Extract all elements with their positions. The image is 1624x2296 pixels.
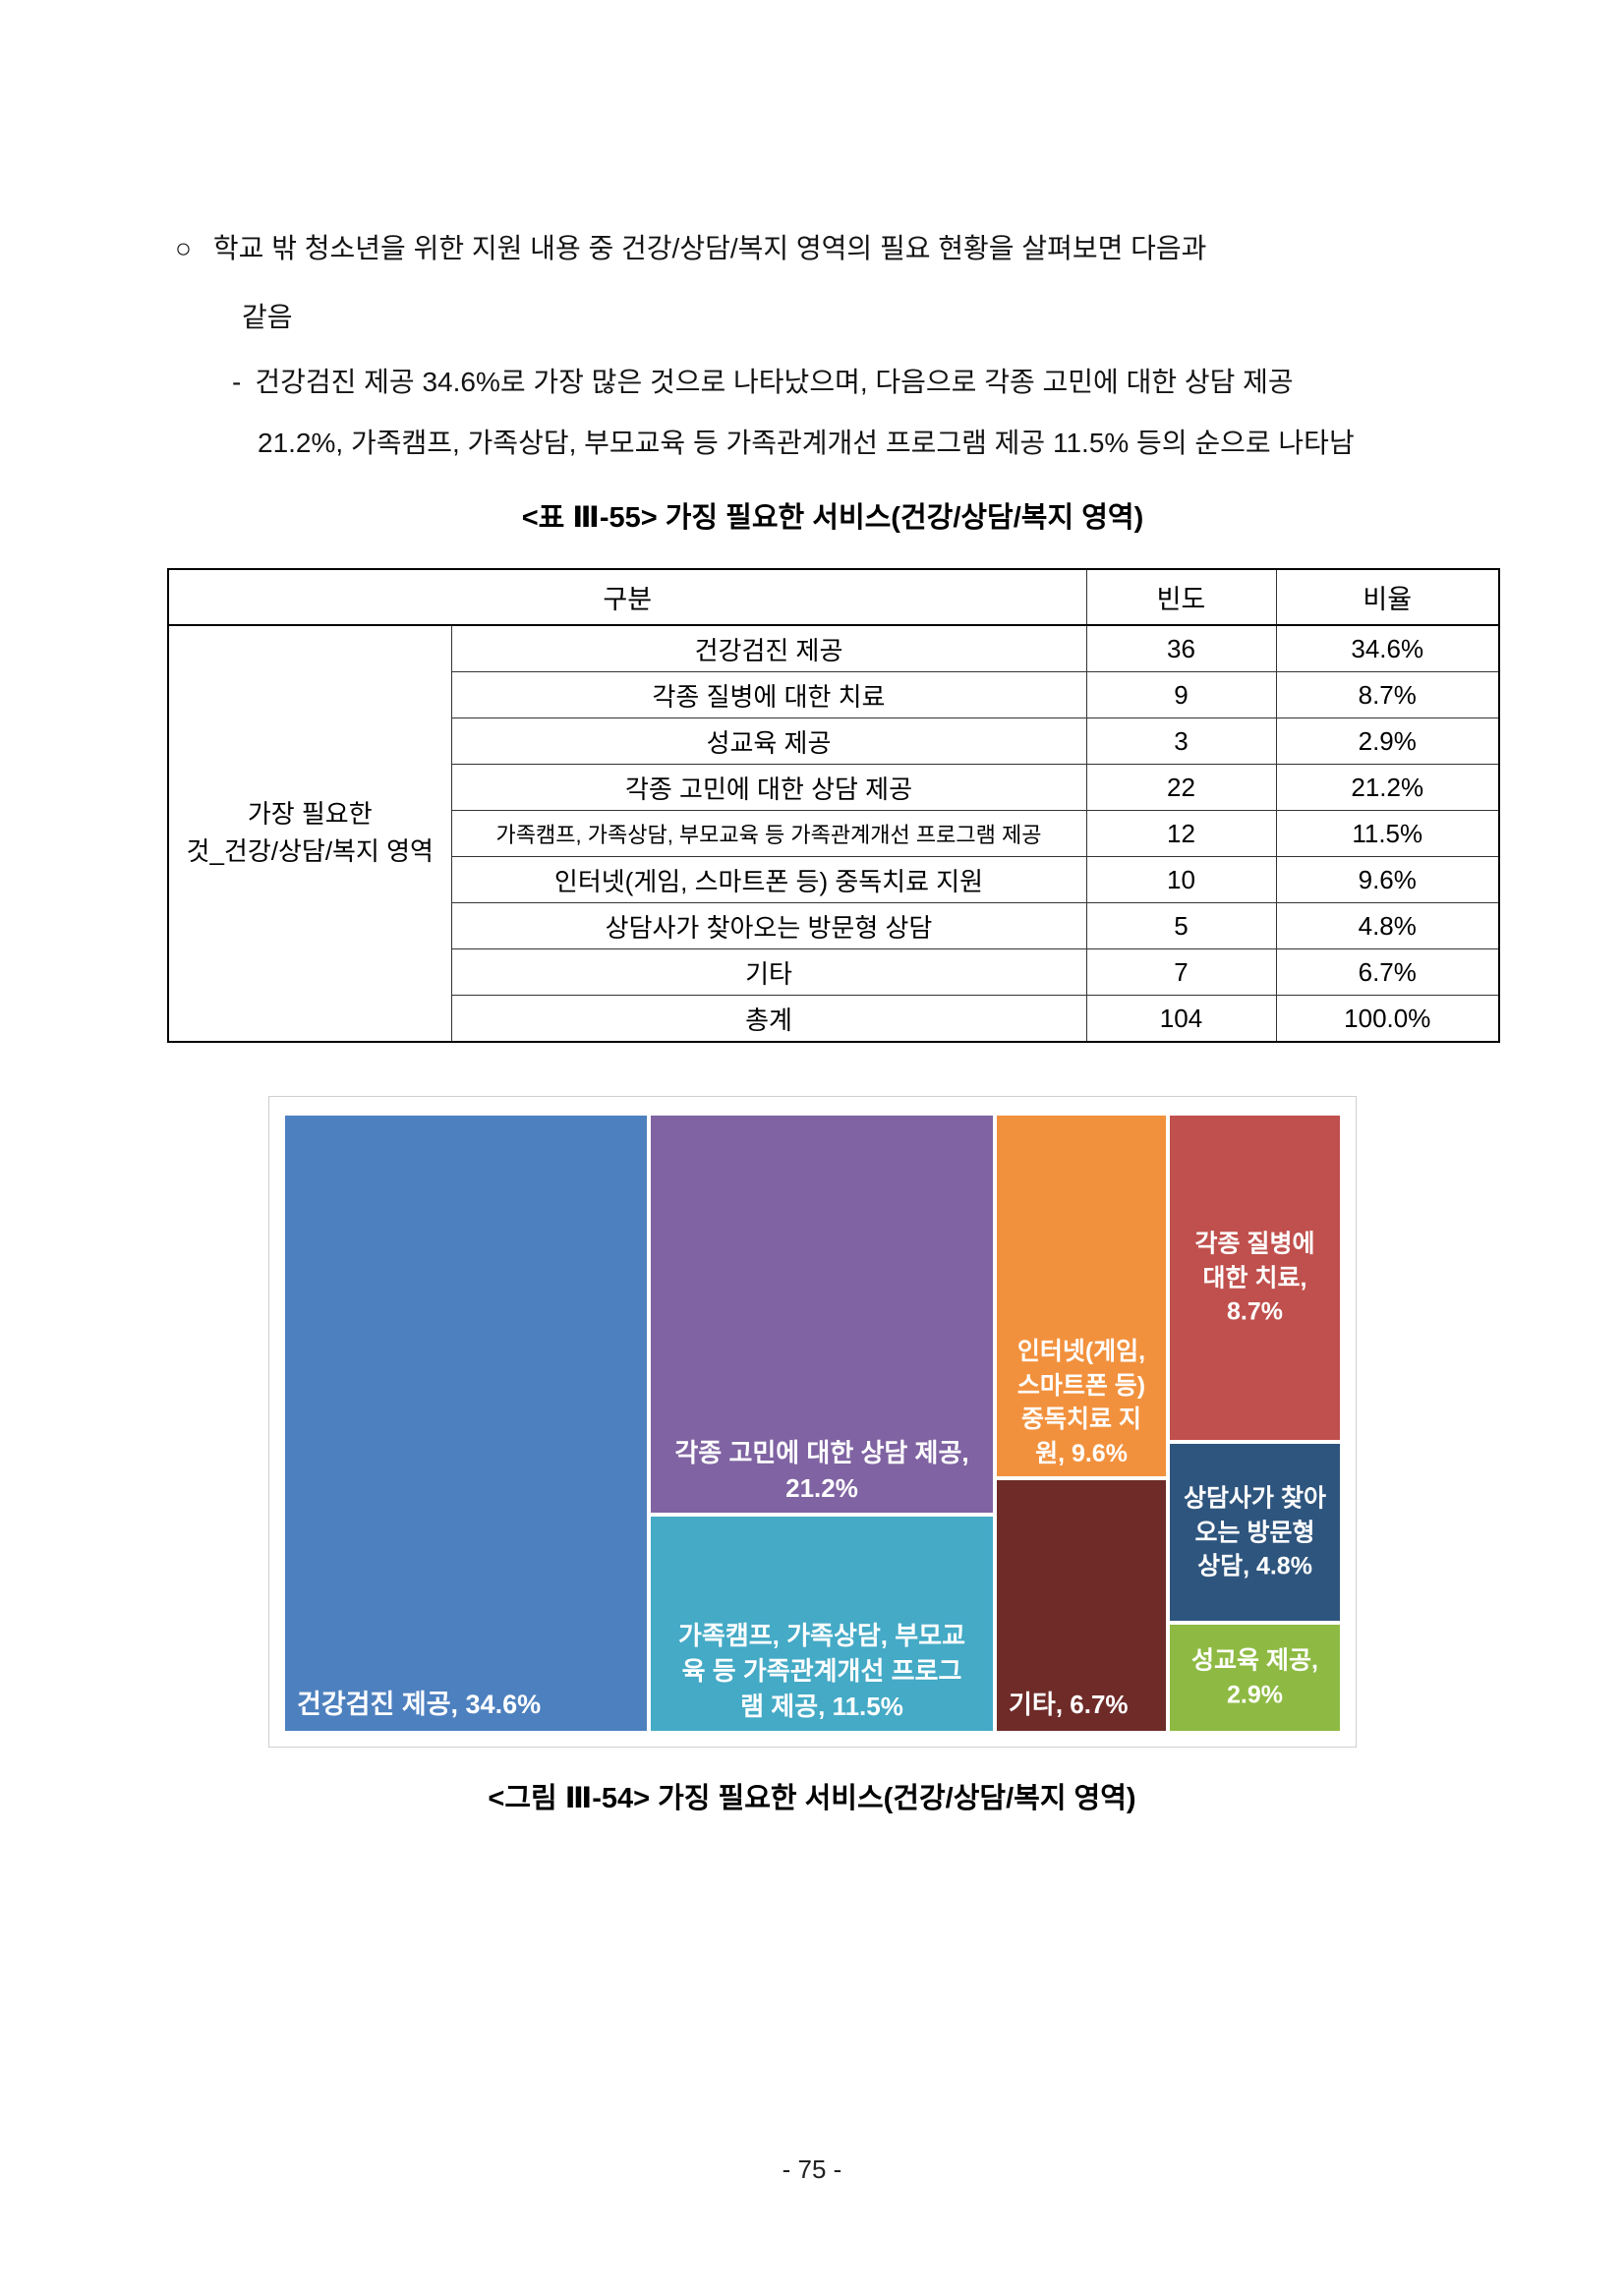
row-ratio: 100.0% [1275,995,1500,1043]
table-row: 성교육 제공 3 2.9% [168,718,1500,765]
treemap-label: 상담사가 찾아 오는 방문형 상담, 4.8% [1184,1484,1326,1580]
row-freq: 12 [1085,810,1277,857]
table-row: 상담사가 찾아오는 방문형 상담 5 4.8% [168,902,1500,949]
intro-line-1-text: 학교 밖 청소년을 위한 지원 내용 중 건강/상담/복지 영역의 필요 현황을… [212,233,1207,263]
row-freq: 10 [1085,856,1277,903]
table-title: <표 Ⅲ-55> 가징 필요한 서비스(건강/상담/복지 영역) [521,502,1144,534]
header-group: 구분 [167,568,1087,626]
row-label: 인터넷(게임, 스마트폰 등) 중독치료 지원 [450,856,1087,903]
table-row: 각종 질병에 대한 치료 9 8.7% [168,671,1500,718]
row-label: 기타 [450,948,1087,996]
row-freq: 9 [1085,671,1277,718]
intro-subline-2: 21.2%, 가족캠프, 가족상담, 부모교육 등 가족관계개선 프로그램 제공… [258,428,1355,458]
row-freq: 36 [1085,624,1277,672]
intro-subline-1-text: 건강검진 제공 34.6%로 가장 많은 것으로 나타났으며, 다음으로 각종 … [255,367,1294,397]
row-freq: 3 [1085,718,1277,765]
row-label: 각종 질병에 대한 치료 [450,671,1087,718]
table-row: 총계 104 100.0% [168,995,1500,1043]
row-label: 성교육 제공 [450,718,1087,765]
intro-line-2: 같음 [242,302,293,332]
row-ratio: 8.7% [1275,671,1500,718]
treemap-block-counseling: 각종 고민에 대한 상담 제공, 21.2% [649,1114,995,1515]
treemap-label: 건강검진 제공, 34.6% [297,1689,542,1719]
table-row: 각종 고민에 대한 상담 제공 22 21.2% [168,764,1500,811]
row-label: 총계 [450,995,1087,1043]
row-label: 각종 고민에 대한 상담 제공 [450,764,1087,811]
table-row: 인터넷(게임, 스마트폰 등) 중독치료 지원 10 9.6% [168,856,1500,903]
row-freq: 5 [1085,902,1277,949]
treemap-label: 인터넷(게임, 스마트폰 등) 중독치료 지 원, 9.6% [1016,1338,1146,1467]
table-row: 가장 필요한 것_건강/상담/복지 영역 건강검진 제공 36 34.6% [167,624,1500,1043]
row-ratio: 9.6% [1275,856,1500,903]
row-ratio: 2.9% [1275,718,1500,765]
row-ratio: 21.2% [1275,764,1500,811]
circle-bullet-marker: ○ [175,233,192,263]
header-ratio: 비율 [1275,568,1500,626]
treemap-block-sex-education: 성교육 제공, 2.9% [1168,1623,1342,1733]
row-ratio: 34.6% [1275,624,1500,672]
row-freq: 7 [1085,948,1277,996]
row-group-label: 가장 필요한 것_건강/상담/복지 영역 [167,624,452,1043]
table-row: 기타 7 6.7% [168,948,1500,996]
treemap-block-health-checkup: 건강검진 제공, 34.6% [283,1114,649,1733]
row-label: 건강검진 제공 [450,624,1087,672]
treemap-block-etc: 기타, 6.7% [995,1478,1168,1733]
table-header-row: 구분 빈도 비율 [167,568,1500,626]
intro-subline-1: - 건강검진 제공 34.6%로 가장 많은 것으로 나타났으며, 다음으로 각종… [232,366,1294,399]
treemap-label: 기타, 6.7% [1009,1690,1129,1720]
row-ratio: 6.7% [1275,948,1500,996]
page-number: - 75 - [782,2154,842,2184]
figure-caption: <그림 Ⅲ-54> 가징 필요한 서비스(건강/상담/복지 영역) [488,1783,1136,1814]
treemap-label: 성교육 제공, 2.9% [1191,1646,1318,1709]
treemap-block-addiction-treatment: 인터넷(게임, 스마트폰 등) 중독치료 지 원, 9.6% [995,1114,1168,1478]
dash-bullet-marker: - [232,367,242,397]
table-row: 가족캠프, 가족상담, 부모교육 등 가족관계개선 프로그램 제공 12 11.… [168,810,1500,857]
row-freq: 22 [1085,764,1277,811]
treemap-label: 각종 질병에 대한 치료, 8.7% [1194,1230,1315,1326]
row-label: 가족캠프, 가족상담, 부모교육 등 가족관계개선 프로그램 제공 [450,810,1087,857]
treemap-block-disease-treatment: 각종 질병에 대한 치료, 8.7% [1168,1114,1342,1442]
treemap-plot-area: 건강검진 제공, 34.6% 각종 고민에 대한 상담 제공, 21.2% 가족… [283,1114,1342,1733]
treemap-label: 가족캠프, 가족상담, 부모교 육 등 가족관계개선 프로그 램 제공, 11.… [677,1621,965,1722]
row-ratio: 11.5% [1275,810,1500,857]
treemap-chart: 건강검진 제공, 34.6% 각종 고민에 대한 상담 제공, 21.2% 가족… [268,1096,1357,1748]
intro-line-1: ○ 학교 밖 청소년을 위한 지원 내용 중 건강/상담/복지 영역의 필요 현황… [175,232,1206,265]
row-label: 상담사가 찾아오는 방문형 상담 [450,902,1087,949]
row-ratio: 4.8% [1275,902,1500,949]
row-freq: 104 [1085,995,1277,1043]
treemap-block-family-program: 가족캠프, 가족상담, 부모교 육 등 가족관계개선 프로그 램 제공, 11.… [649,1515,995,1733]
services-table: 구분 빈도 비율 가장 필요한 것_건강/상담/복지 영역 건강검진 제공 36… [167,568,1500,1043]
header-freq: 빈도 [1085,568,1277,626]
treemap-block-visiting-counseling: 상담사가 찾아 오는 방문형 상담, 4.8% [1168,1442,1342,1623]
treemap-label: 각종 고민에 대한 상담 제공, 21.2% [674,1438,969,1504]
